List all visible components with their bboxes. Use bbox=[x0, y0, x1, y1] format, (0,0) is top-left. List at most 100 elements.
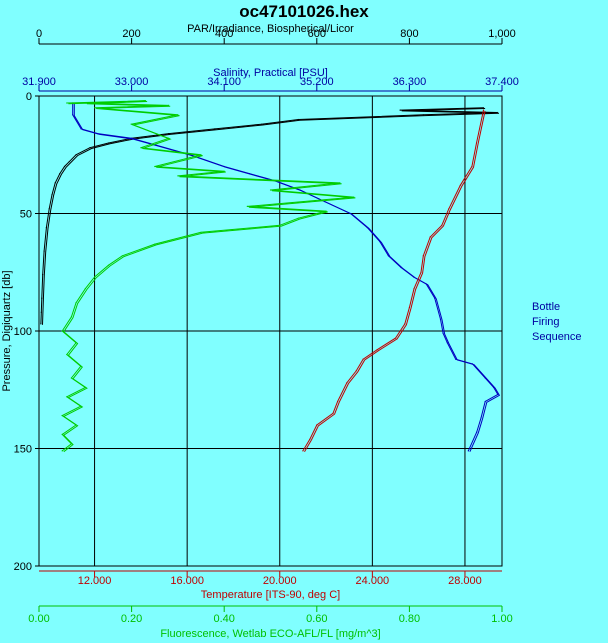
y-tick-label: 200 bbox=[14, 561, 32, 573]
par-data-point bbox=[40, 311, 42, 313]
fluor-data-point bbox=[84, 102, 86, 104]
fluor-data-point bbox=[121, 255, 123, 257]
par-data-point bbox=[89, 147, 91, 149]
par-data-point bbox=[41, 297, 43, 299]
legend-line-2: Firing bbox=[532, 316, 560, 328]
temp-data-point bbox=[346, 382, 348, 384]
fluor-data-point bbox=[61, 433, 63, 435]
sal-data-point bbox=[480, 417, 482, 419]
par-data-point bbox=[496, 111, 498, 114]
par-axis-title: PAR/Irradiance, Biospherical/Licor bbox=[187, 23, 354, 35]
par-data-point bbox=[48, 208, 50, 210]
sal-data-point bbox=[455, 358, 457, 360]
par-data-point bbox=[482, 107, 485, 109]
fluor-data-point bbox=[70, 377, 72, 379]
sal-data-point bbox=[413, 276, 415, 278]
temp-axis-title: Temperature [ITS-90, deg C] bbox=[201, 589, 340, 601]
fluor-data-point bbox=[223, 170, 225, 172]
grid-lines bbox=[39, 96, 502, 566]
temp-tick-label: 24.000 bbox=[356, 575, 390, 587]
par-series-line bbox=[42, 108, 500, 325]
par-tick-label: 400 bbox=[215, 28, 233, 40]
fluor-data-point bbox=[325, 210, 327, 212]
fluor-data-point bbox=[70, 443, 72, 445]
par-series-line bbox=[40, 107, 498, 324]
temp-data-point bbox=[422, 255, 424, 257]
sal-series-line bbox=[73, 103, 501, 452]
sal-data-point bbox=[425, 283, 427, 285]
fluor-tick-label: 1.00 bbox=[491, 613, 512, 625]
sal-tick-label: 36.300 bbox=[393, 76, 427, 88]
fluor-data-point bbox=[66, 396, 68, 398]
temp-series-line bbox=[304, 110, 486, 452]
sal-data-point bbox=[484, 400, 486, 403]
fluor-series-line bbox=[62, 101, 356, 453]
sal-data-point bbox=[379, 241, 381, 243]
fluor-tick-label: 0.20 bbox=[121, 613, 142, 625]
fluor-data-point bbox=[200, 231, 202, 233]
par-tick-label: 800 bbox=[400, 28, 418, 40]
temp-data-point bbox=[420, 271, 422, 273]
par-data-point bbox=[399, 109, 401, 111]
par-data-point bbox=[297, 118, 299, 121]
temp-data-point bbox=[394, 337, 397, 339]
fluor-tick-label: 0.60 bbox=[306, 613, 327, 625]
sal-data-point bbox=[80, 128, 82, 130]
sal-tick-label: 34.100 bbox=[207, 76, 241, 88]
sal-data-point bbox=[471, 363, 474, 365]
temp-data-point bbox=[482, 109, 485, 111]
fluor-data-point bbox=[297, 217, 299, 219]
temp-data-point bbox=[404, 323, 406, 325]
fluor-data-point bbox=[339, 182, 341, 184]
axes: 0 50 100 150 200 0 200 400 600 800 1,000 PAR/Irradi… bbox=[14, 23, 519, 640]
sal-axis: 31.900 33.000 34.100 35.200 36.300 37.400 Sali… bbox=[22, 67, 519, 92]
fluor-axis: 0.00 0.20 0.40 0.60 0.80 1.00 Fluorescence, We… bbox=[28, 605, 513, 640]
fluor-axis-title: Fluorescence, Wetlab ECO-AFL/FL [mg/m^3] bbox=[160, 628, 380, 640]
sal-data-point bbox=[324, 201, 326, 203]
fluor-data-point bbox=[75, 302, 77, 304]
sal-data-point bbox=[442, 332, 444, 334]
sal-data-point bbox=[434, 297, 436, 299]
chart-title: oc47101026.hex bbox=[239, 2, 369, 21]
fluor-data-point bbox=[107, 264, 110, 266]
par-data-point bbox=[68, 161, 70, 163]
y-axis-label: Pressure, Digiquartz [db] bbox=[1, 270, 13, 391]
y-tick-label: 50 bbox=[20, 209, 32, 221]
temp-tick-label: 16.000 bbox=[170, 575, 204, 587]
legend-line-3: Sequence bbox=[532, 331, 582, 343]
sal-data-point bbox=[248, 173, 251, 175]
fluor-data-point bbox=[66, 353, 68, 356]
sal-data-point bbox=[72, 114, 74, 116]
par-axis: 0 200 400 600 800 1,000 PAR/Irradiance, Biosph… bbox=[36, 23, 516, 45]
sal-data-point bbox=[497, 393, 499, 395]
fluor-data-point bbox=[70, 316, 72, 318]
temp-tick-label: 12.000 bbox=[78, 575, 112, 587]
fluor-data-point bbox=[75, 424, 77, 426]
fluor-data-point bbox=[144, 100, 147, 102]
temp-data-point bbox=[471, 165, 473, 168]
sal-data-point bbox=[299, 189, 301, 191]
y-tick-label: 100 bbox=[14, 326, 32, 338]
par-data-point bbox=[45, 227, 48, 229]
temp-data-point bbox=[332, 412, 334, 414]
temp-data-point bbox=[448, 208, 450, 210]
fluor-data-point bbox=[61, 415, 63, 417]
fluor-data-point bbox=[279, 224, 281, 226]
data-series bbox=[40, 100, 501, 453]
fluor-data-point bbox=[80, 365, 82, 367]
fluor-data-point bbox=[177, 114, 179, 116]
fluor-data-point bbox=[80, 405, 82, 407]
fluor-tick-label: 0.40 bbox=[213, 613, 234, 625]
par-data-point bbox=[422, 114, 424, 116]
par-data-point bbox=[63, 165, 66, 168]
sal-data-point bbox=[446, 342, 448, 344]
fluor-tick-label: 0.80 bbox=[399, 613, 420, 625]
sal-tick-label: 37.400 bbox=[485, 76, 519, 88]
fluor-data-point bbox=[131, 123, 133, 125]
fluor-data-point bbox=[84, 288, 86, 290]
fluor-data-point bbox=[177, 175, 179, 177]
temp-data-point bbox=[309, 438, 311, 440]
temp-tick-label: 20.000 bbox=[263, 575, 297, 587]
par-data-point bbox=[214, 128, 216, 130]
